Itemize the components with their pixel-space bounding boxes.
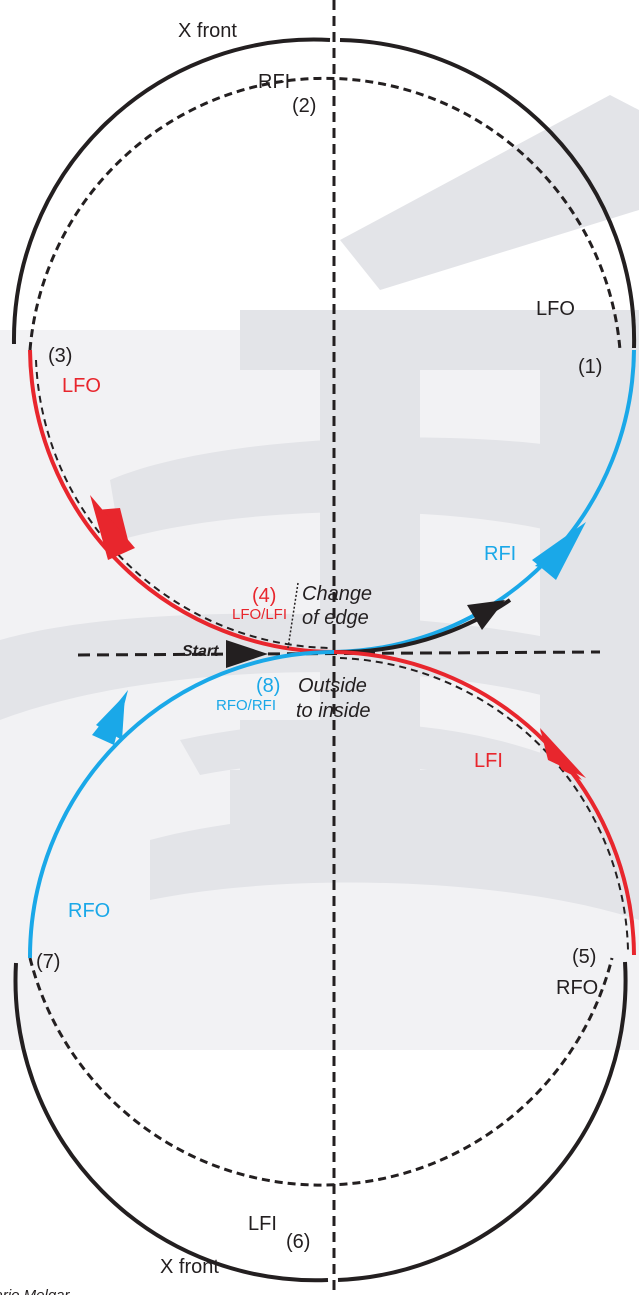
change-of-edge-marker	[287, 582, 299, 649]
label-rfo-right: RFO	[556, 977, 598, 999]
top-circle-lfo-arc	[28, 349, 335, 654]
watermark-swirl-1	[110, 437, 639, 560]
label-rfi-arrow: RFI	[484, 543, 516, 565]
top-circle-outer-arc-left	[11, 37, 331, 345]
label-lfi-arrow: LFI	[474, 750, 503, 772]
label-n2: (2)	[292, 95, 316, 117]
label-n8: (8)	[256, 675, 280, 697]
label-n6: (6)	[286, 1231, 310, 1253]
label-x-front-top: X front	[178, 20, 237, 42]
label-lfo-right: LFO	[536, 298, 575, 320]
arrow-lfo-red-head	[90, 495, 135, 560]
arrow-start-black	[226, 640, 268, 668]
arrow-rfo-blue-head-2	[92, 690, 128, 745]
bottom-circle-dashed-trace	[28, 957, 614, 1187]
label-outside-to-inside-2: to inside	[296, 700, 371, 722]
label-lfi-bottom: LFI	[248, 1213, 277, 1235]
label-rfo-left: RFO	[68, 900, 110, 922]
label-change-of-edge-1: Change	[302, 583, 372, 605]
label-credit: Mario Melgar	[0, 1287, 71, 1295]
label-n1: (1)	[578, 356, 602, 378]
label-x-front-bottom: X front	[160, 1256, 219, 1278]
top-circle-lfo-dash	[35, 359, 331, 649]
label-n5: (5)	[572, 946, 596, 968]
bottom-circle-lfi-dash	[339, 657, 629, 951]
arrow-rfi-blue-head-2	[532, 522, 586, 580]
bottom-circle-rfo-arc	[27, 650, 335, 959]
label-start: Start	[182, 643, 219, 660]
top-circle-outer-arc-right	[339, 38, 637, 349]
label-n3: (3)	[48, 345, 72, 367]
label-lfo-left: LFO	[62, 375, 101, 397]
watermark-dot	[340, 95, 639, 290]
bottom-circle-outer-arc-right	[337, 961, 628, 1282]
label-rfo-rfi: RFO/RFI	[216, 697, 276, 714]
label-change-of-edge-2: of edge	[302, 607, 369, 629]
arrow-lfi-red-head-2	[540, 728, 586, 778]
top-circle-dashed-trace	[28, 76, 622, 351]
label-outside-to-inside-1: Outside	[298, 675, 367, 697]
label-lfo-lfi: LFO/LFI	[232, 606, 287, 623]
watermark-base	[230, 770, 639, 860]
horizontal-axis	[77, 650, 601, 657]
label-rfi-top: RFI	[258, 71, 290, 93]
arrow-black-mid	[467, 600, 505, 630]
label-n7: (7)	[36, 951, 60, 973]
bottom-circle-outer-arc-left	[13, 962, 329, 1283]
label-n4: (4)	[252, 585, 276, 607]
